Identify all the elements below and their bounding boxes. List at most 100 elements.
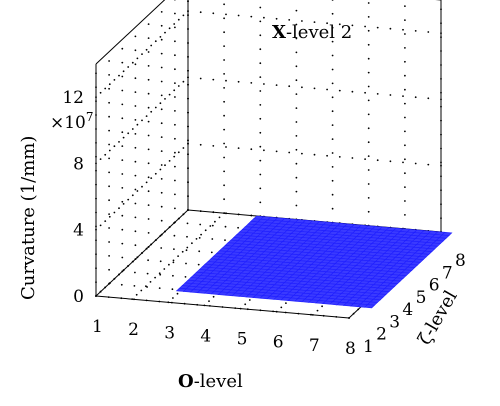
grid-dot <box>134 230 137 233</box>
grid-dot <box>402 95 404 97</box>
grid-dot <box>414 162 417 165</box>
grid-dot <box>150 44 153 47</box>
grid-dot <box>177 85 180 87</box>
grid-dot <box>208 300 210 302</box>
grid-dot <box>301 152 303 155</box>
grid-dot <box>104 87 107 90</box>
grid-dot <box>174 110 176 112</box>
grid-dot <box>259 117 262 120</box>
grid-dot <box>259 48 262 51</box>
grid-dot <box>147 190 150 193</box>
grid-dot <box>121 200 124 203</box>
grid-dot <box>295 93 298 95</box>
grid-dot <box>160 136 163 139</box>
grid-dot <box>136 123 139 126</box>
grid-dot <box>134 77 137 80</box>
grid-dot <box>263 149 265 152</box>
grid-dot <box>122 136 125 139</box>
grid-dot <box>250 148 253 151</box>
grid-dot <box>263 16 265 19</box>
grid-dot <box>404 158 406 161</box>
grid-dot <box>404 102 406 105</box>
x-tick-label: 1 <box>92 317 103 337</box>
grid-dot <box>164 31 166 34</box>
grid-dot <box>154 276 157 279</box>
grid-dot <box>121 117 124 120</box>
grid-dot <box>295 121 298 123</box>
grid-dot <box>404 186 406 189</box>
x-tick-label: 7 <box>309 336 320 356</box>
grid-dot <box>159 36 162 38</box>
grid-dot <box>244 303 247 306</box>
grid-dot <box>147 259 150 262</box>
grid-dot <box>280 306 283 309</box>
grid-dot <box>134 188 137 191</box>
grid-dot <box>147 51 150 53</box>
grid-dot <box>177 255 180 257</box>
grid-dot <box>367 127 370 130</box>
grid-dot <box>331 68 334 71</box>
grid-dot <box>288 19 291 21</box>
grid-dot <box>351 90 354 93</box>
grid-dot <box>367 29 370 32</box>
grid-dot <box>367 113 370 116</box>
grid-dot <box>404 5 406 7</box>
grid-dot <box>212 145 215 147</box>
z-tick-label: 0 <box>73 287 84 307</box>
grid-dot <box>197 263 200 266</box>
grid-dot <box>172 274 174 277</box>
grid-dot <box>160 66 163 69</box>
grid-dot <box>121 256 124 259</box>
grid-dot <box>121 47 124 50</box>
grid-dot <box>259 201 262 204</box>
grid-dot <box>149 281 152 283</box>
grid-dot <box>108 87 110 90</box>
grid-dot <box>134 63 137 66</box>
grid-dot <box>173 248 175 251</box>
grid-dot <box>331 138 334 141</box>
grid-dot <box>250 15 253 18</box>
grid-dot <box>275 150 278 153</box>
grid-dot <box>404 88 406 91</box>
grid-dot <box>173 155 176 158</box>
grid-dot <box>160 24 163 27</box>
grid-dot <box>147 65 150 67</box>
y-tick-label: 2 <box>376 325 387 345</box>
grid-dot <box>367 43 370 46</box>
grid-dot <box>427 97 430 100</box>
grid-dot <box>134 160 137 163</box>
grid-dot <box>159 168 162 171</box>
grid-dot <box>191 242 193 245</box>
grid-dot <box>326 22 328 25</box>
grid-dot <box>295 148 298 151</box>
grid-dot <box>147 120 150 123</box>
grid-dot <box>113 79 116 81</box>
x-axis-label: O-level <box>178 371 243 392</box>
grid-dot <box>127 66 130 68</box>
grid-dot <box>275 84 278 86</box>
grid-dot <box>331 124 334 126</box>
grid-dot <box>168 263 170 266</box>
grid-dot <box>154 172 157 175</box>
grid-dot <box>295 204 298 207</box>
grid-dot <box>174 137 176 140</box>
grid-dot <box>223 142 226 145</box>
grid-dot <box>295 23 298 26</box>
grid-dot <box>295 79 298 82</box>
grid-dot <box>259 131 262 134</box>
grid-dot <box>159 260 162 263</box>
grid-dot <box>147 218 150 220</box>
grid-dot <box>141 119 143 122</box>
grid-dot <box>223 114 226 117</box>
grid-dot <box>367 2 370 4</box>
grid-dot <box>404 116 406 119</box>
grid-dot <box>134 35 137 38</box>
grid-dot <box>108 143 110 146</box>
grid-dot <box>259 187 262 190</box>
grid-dot <box>172 297 174 299</box>
grid-dot <box>326 88 328 91</box>
grid-dot <box>108 129 110 132</box>
grid-dot <box>367 169 370 171</box>
grid-dot <box>223 31 226 34</box>
